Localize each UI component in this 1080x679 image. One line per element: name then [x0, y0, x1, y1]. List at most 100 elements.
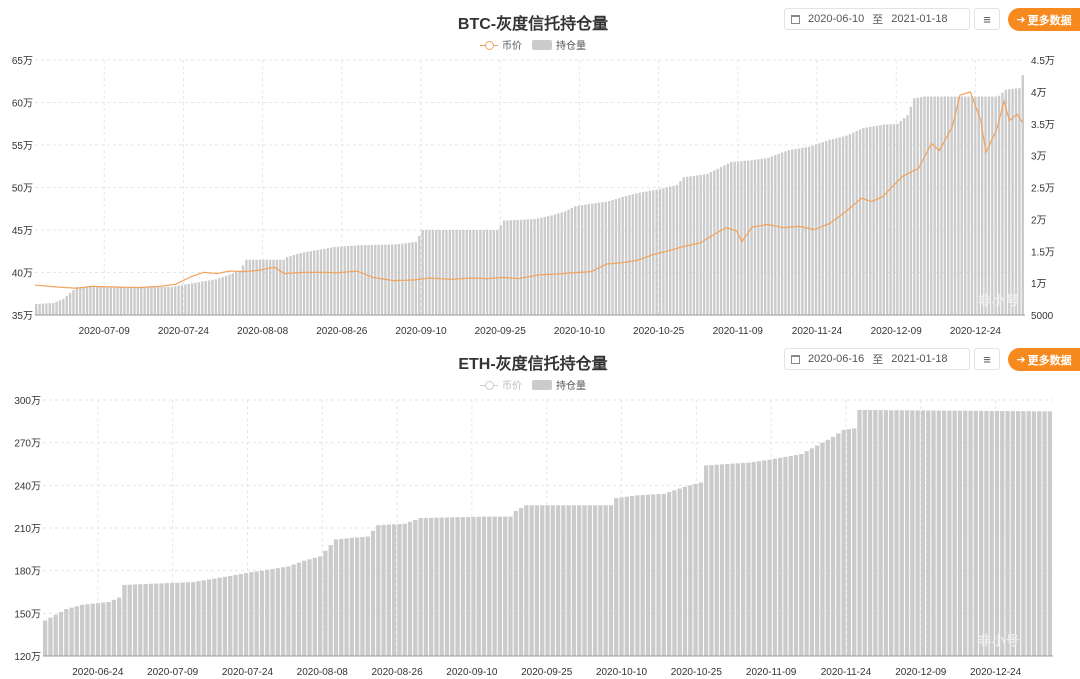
- holdings-bar: [740, 161, 743, 315]
- holdings-bar: [797, 148, 801, 315]
- holdings-bar: [421, 230, 424, 315]
- legend-item-price[interactable]: 币价: [480, 37, 522, 52]
- x-tick-label: 2020-12-24: [950, 326, 1002, 337]
- legend-item-holdings[interactable]: 持仓量: [532, 377, 586, 392]
- holdings-bar: [285, 257, 289, 315]
- holdings-bar: [207, 280, 211, 315]
- holdings-bar: [184, 284, 187, 315]
- holdings-bar: [560, 212, 563, 315]
- holdings-bar: [941, 410, 947, 656]
- holdings-bar: [206, 579, 212, 656]
- y-right-tick-label: 2.5万: [1031, 184, 1055, 195]
- holdings-bar: [360, 537, 365, 656]
- holdings-bar: [947, 410, 952, 656]
- holdings-bar: [190, 283, 194, 315]
- holdings-bar: [397, 244, 401, 315]
- holdings-bar: [68, 292, 72, 315]
- holdings-bar: [154, 583, 159, 656]
- price-line: [34, 91, 1023, 289]
- holdings-bar: [835, 138, 838, 315]
- holdings-bar: [567, 209, 570, 315]
- start-date[interactable]: 2020-06-16: [808, 353, 865, 365]
- holdings-bar: [919, 97, 923, 315]
- holdings-bar: [865, 127, 869, 315]
- holdings-bar: [513, 220, 516, 315]
- holdings-bar: [80, 604, 85, 656]
- date-range-picker[interactable]: 2020-06-10 至 2021-01-18: [784, 8, 970, 30]
- holdings-bar: [719, 167, 723, 315]
- x-tick-label: 2020-07-09: [79, 326, 131, 337]
- holdings-bar: [518, 508, 524, 656]
- holdings-bar: [943, 96, 947, 315]
- start-date[interactable]: 2020-06-10: [808, 13, 865, 25]
- holdings-bar: [201, 281, 204, 315]
- y-right-tick-label: 1万: [1031, 279, 1047, 290]
- holdings-bar: [582, 505, 587, 656]
- holdings-bar: [58, 300, 62, 315]
- holdings-bar: [953, 96, 957, 315]
- holdings-bar: [689, 176, 692, 315]
- holdings-bar: [543, 216, 546, 315]
- holdings-bar: [343, 246, 346, 315]
- holdings-bar: [346, 246, 350, 315]
- holdings-bar: [460, 517, 466, 656]
- arrow-right-icon: ➔: [1016, 354, 1026, 366]
- holdings-bar: [963, 96, 967, 315]
- holdings-bar: [306, 251, 309, 315]
- x-tick-label: 2020-07-24: [222, 667, 274, 678]
- holdings-bar: [770, 156, 774, 315]
- holdings-bar: [791, 149, 794, 315]
- holdings-bar: [550, 505, 555, 656]
- holdings-bar: [957, 96, 960, 315]
- legend-item-holdings[interactable]: 持仓量: [532, 37, 586, 52]
- holdings-bar: [444, 517, 450, 656]
- x-tick-label: 2020-09-25: [475, 326, 527, 337]
- end-date[interactable]: 2021-01-18: [891, 13, 948, 25]
- holdings-bar: [272, 259, 275, 315]
- more-data-button[interactable]: ➔ 更多数据: [1008, 8, 1080, 31]
- holdings-bar: [489, 230, 492, 315]
- holdings-bar: [245, 259, 248, 315]
- holdings-bar: [584, 204, 587, 315]
- legend-item-price[interactable]: 币价: [480, 377, 522, 392]
- more-data-button[interactable]: ➔ 更多数据: [1008, 348, 1080, 371]
- holdings-bar: [809, 448, 815, 656]
- holdings-bar: [414, 241, 418, 315]
- chart-menu-button[interactable]: ≡: [974, 8, 1000, 30]
- end-date[interactable]: 2021-01-18: [891, 353, 948, 365]
- watermark: 非小号: [978, 633, 1021, 648]
- holdings-bar: [661, 493, 666, 656]
- holdings-bar: [448, 230, 452, 315]
- holdings-bar: [936, 96, 940, 315]
- holdings-bar: [1026, 411, 1031, 656]
- holdings-bar: [445, 230, 448, 315]
- holdings-bar: [555, 505, 561, 656]
- holdings-bar: [571, 505, 577, 656]
- y-tick-label: 45万: [12, 226, 33, 237]
- holdings-bar: [592, 505, 598, 656]
- holdings-bar: [611, 200, 614, 315]
- holdings-bar: [64, 609, 69, 656]
- holdings-bar: [380, 244, 384, 315]
- holdings-bar: [977, 96, 980, 315]
- holdings-bar: [333, 539, 339, 656]
- x-tick-label: 2020-08-08: [297, 667, 349, 678]
- y-tick-label: 300万: [14, 396, 41, 407]
- date-range-picker[interactable]: 2020-06-16 至 2021-01-18: [784, 348, 970, 370]
- holdings-bar: [476, 516, 481, 656]
- holdings-bar: [553, 214, 557, 315]
- holdings-bar: [374, 244, 377, 315]
- holdings-bar: [940, 96, 943, 315]
- holdings-bar: [163, 286, 167, 315]
- chart-menu-button[interactable]: ≡: [974, 348, 1000, 370]
- holdings-bar: [873, 410, 878, 656]
- holdings-bar: [682, 486, 688, 656]
- holdings-bar: [760, 158, 763, 315]
- holdings-bar: [289, 256, 292, 315]
- y-tick-label: 40万: [12, 269, 33, 280]
- holdings-bar: [502, 220, 506, 315]
- holdings-bar: [878, 410, 883, 656]
- holdings-bar: [429, 517, 434, 656]
- holdings-bar: [376, 525, 381, 656]
- holdings-bar: [328, 545, 333, 656]
